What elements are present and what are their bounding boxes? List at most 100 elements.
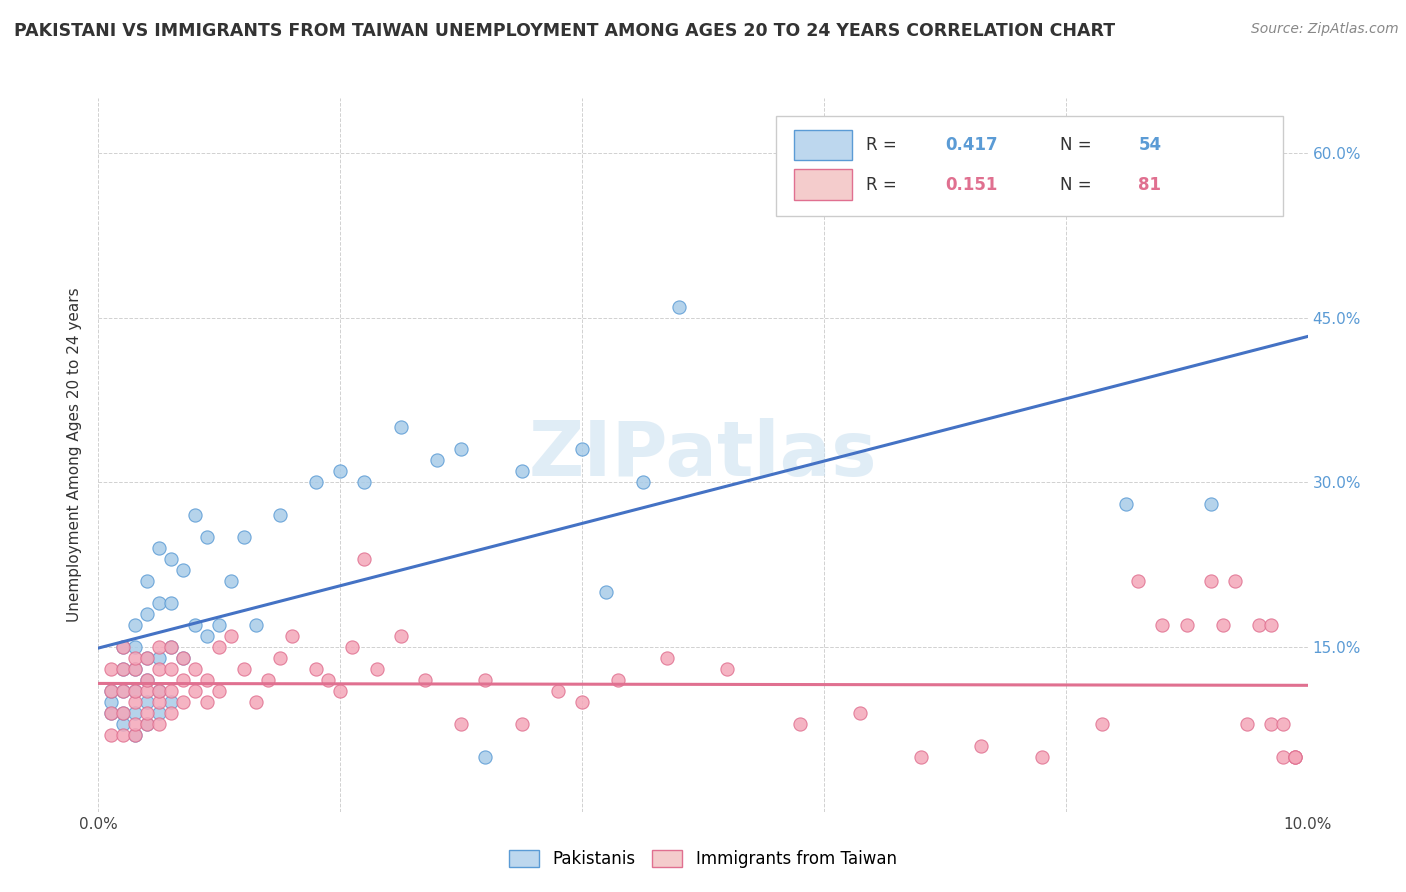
Point xyxy=(1236,717,1258,731)
Point xyxy=(124,728,146,742)
Text: R =: R = xyxy=(866,177,903,194)
Point xyxy=(547,684,569,698)
Text: N =: N = xyxy=(1060,136,1097,153)
Point xyxy=(1115,497,1137,511)
Point xyxy=(111,706,134,720)
Point xyxy=(111,684,134,698)
Point xyxy=(100,706,122,720)
Point xyxy=(716,662,738,676)
Point xyxy=(1284,749,1306,764)
Point xyxy=(172,651,194,665)
Text: 81: 81 xyxy=(1139,177,1161,194)
Point xyxy=(1284,749,1306,764)
Point xyxy=(1272,717,1295,731)
Point xyxy=(607,673,630,687)
Point xyxy=(426,453,449,467)
Point xyxy=(135,673,157,687)
Point xyxy=(111,717,134,731)
Point xyxy=(232,530,254,544)
Point xyxy=(184,618,207,632)
Point xyxy=(316,673,339,687)
Point xyxy=(184,684,207,698)
Point xyxy=(148,596,170,610)
Point xyxy=(1199,497,1222,511)
Text: R =: R = xyxy=(866,136,903,153)
Point xyxy=(172,695,194,709)
Point xyxy=(1284,749,1306,764)
Point xyxy=(221,629,243,643)
Point xyxy=(256,673,278,687)
Point xyxy=(1212,618,1234,632)
Point xyxy=(160,706,183,720)
Point xyxy=(595,585,617,599)
Y-axis label: Unemployment Among Ages 20 to 24 years: Unemployment Among Ages 20 to 24 years xyxy=(67,287,83,623)
Legend: Pakistanis, Immigrants from Taiwan: Pakistanis, Immigrants from Taiwan xyxy=(502,843,904,875)
Point xyxy=(510,464,533,478)
Point xyxy=(135,651,157,665)
Point xyxy=(1223,574,1246,589)
Point xyxy=(281,629,304,643)
Point xyxy=(111,728,134,742)
Point xyxy=(245,695,267,709)
Point xyxy=(353,475,375,490)
Point xyxy=(789,717,811,731)
Point xyxy=(172,651,194,665)
Point xyxy=(1260,717,1282,731)
Point xyxy=(124,684,146,698)
Point xyxy=(184,508,207,523)
Point xyxy=(111,706,134,720)
Point xyxy=(474,673,496,687)
Point xyxy=(124,662,146,676)
Point xyxy=(160,640,183,654)
Point xyxy=(329,684,352,698)
Point xyxy=(305,475,328,490)
Text: PAKISTANI VS IMMIGRANTS FROM TAIWAN UNEMPLOYMENT AMONG AGES 20 TO 24 YEARS CORRE: PAKISTANI VS IMMIGRANTS FROM TAIWAN UNEM… xyxy=(14,22,1115,40)
Point xyxy=(135,607,157,621)
Point xyxy=(111,662,134,676)
Point xyxy=(195,695,218,709)
Point xyxy=(849,706,872,720)
Point xyxy=(305,662,328,676)
Point xyxy=(135,684,157,698)
Point xyxy=(111,640,134,654)
Point xyxy=(510,717,533,731)
Point xyxy=(195,530,218,544)
Point xyxy=(100,695,122,709)
Point xyxy=(148,640,170,654)
Point xyxy=(148,541,170,556)
Point xyxy=(148,684,170,698)
Point xyxy=(208,618,231,632)
Point xyxy=(135,673,157,687)
Point xyxy=(148,717,170,731)
Point xyxy=(474,749,496,764)
Point xyxy=(1128,574,1150,589)
Point xyxy=(111,640,134,654)
Point xyxy=(208,684,231,698)
Point xyxy=(148,684,170,698)
Point xyxy=(124,651,146,665)
Point xyxy=(1031,749,1053,764)
Point xyxy=(329,464,352,478)
Point xyxy=(342,640,364,654)
Point xyxy=(1091,717,1114,731)
Point xyxy=(135,706,157,720)
Point xyxy=(571,442,593,457)
Point xyxy=(100,684,122,698)
Point xyxy=(124,640,146,654)
Point xyxy=(124,706,146,720)
Point xyxy=(184,662,207,676)
Point xyxy=(389,629,412,643)
Point xyxy=(135,717,157,731)
Point xyxy=(135,695,157,709)
Point xyxy=(111,662,134,676)
Text: 0.417: 0.417 xyxy=(945,136,997,153)
Text: ZIPatlas: ZIPatlas xyxy=(529,418,877,491)
Point xyxy=(195,673,218,687)
Point xyxy=(124,684,146,698)
Point xyxy=(366,662,388,676)
Point xyxy=(148,706,170,720)
Point xyxy=(208,640,231,654)
Point xyxy=(655,651,678,665)
Point xyxy=(160,662,183,676)
Point xyxy=(353,552,375,566)
